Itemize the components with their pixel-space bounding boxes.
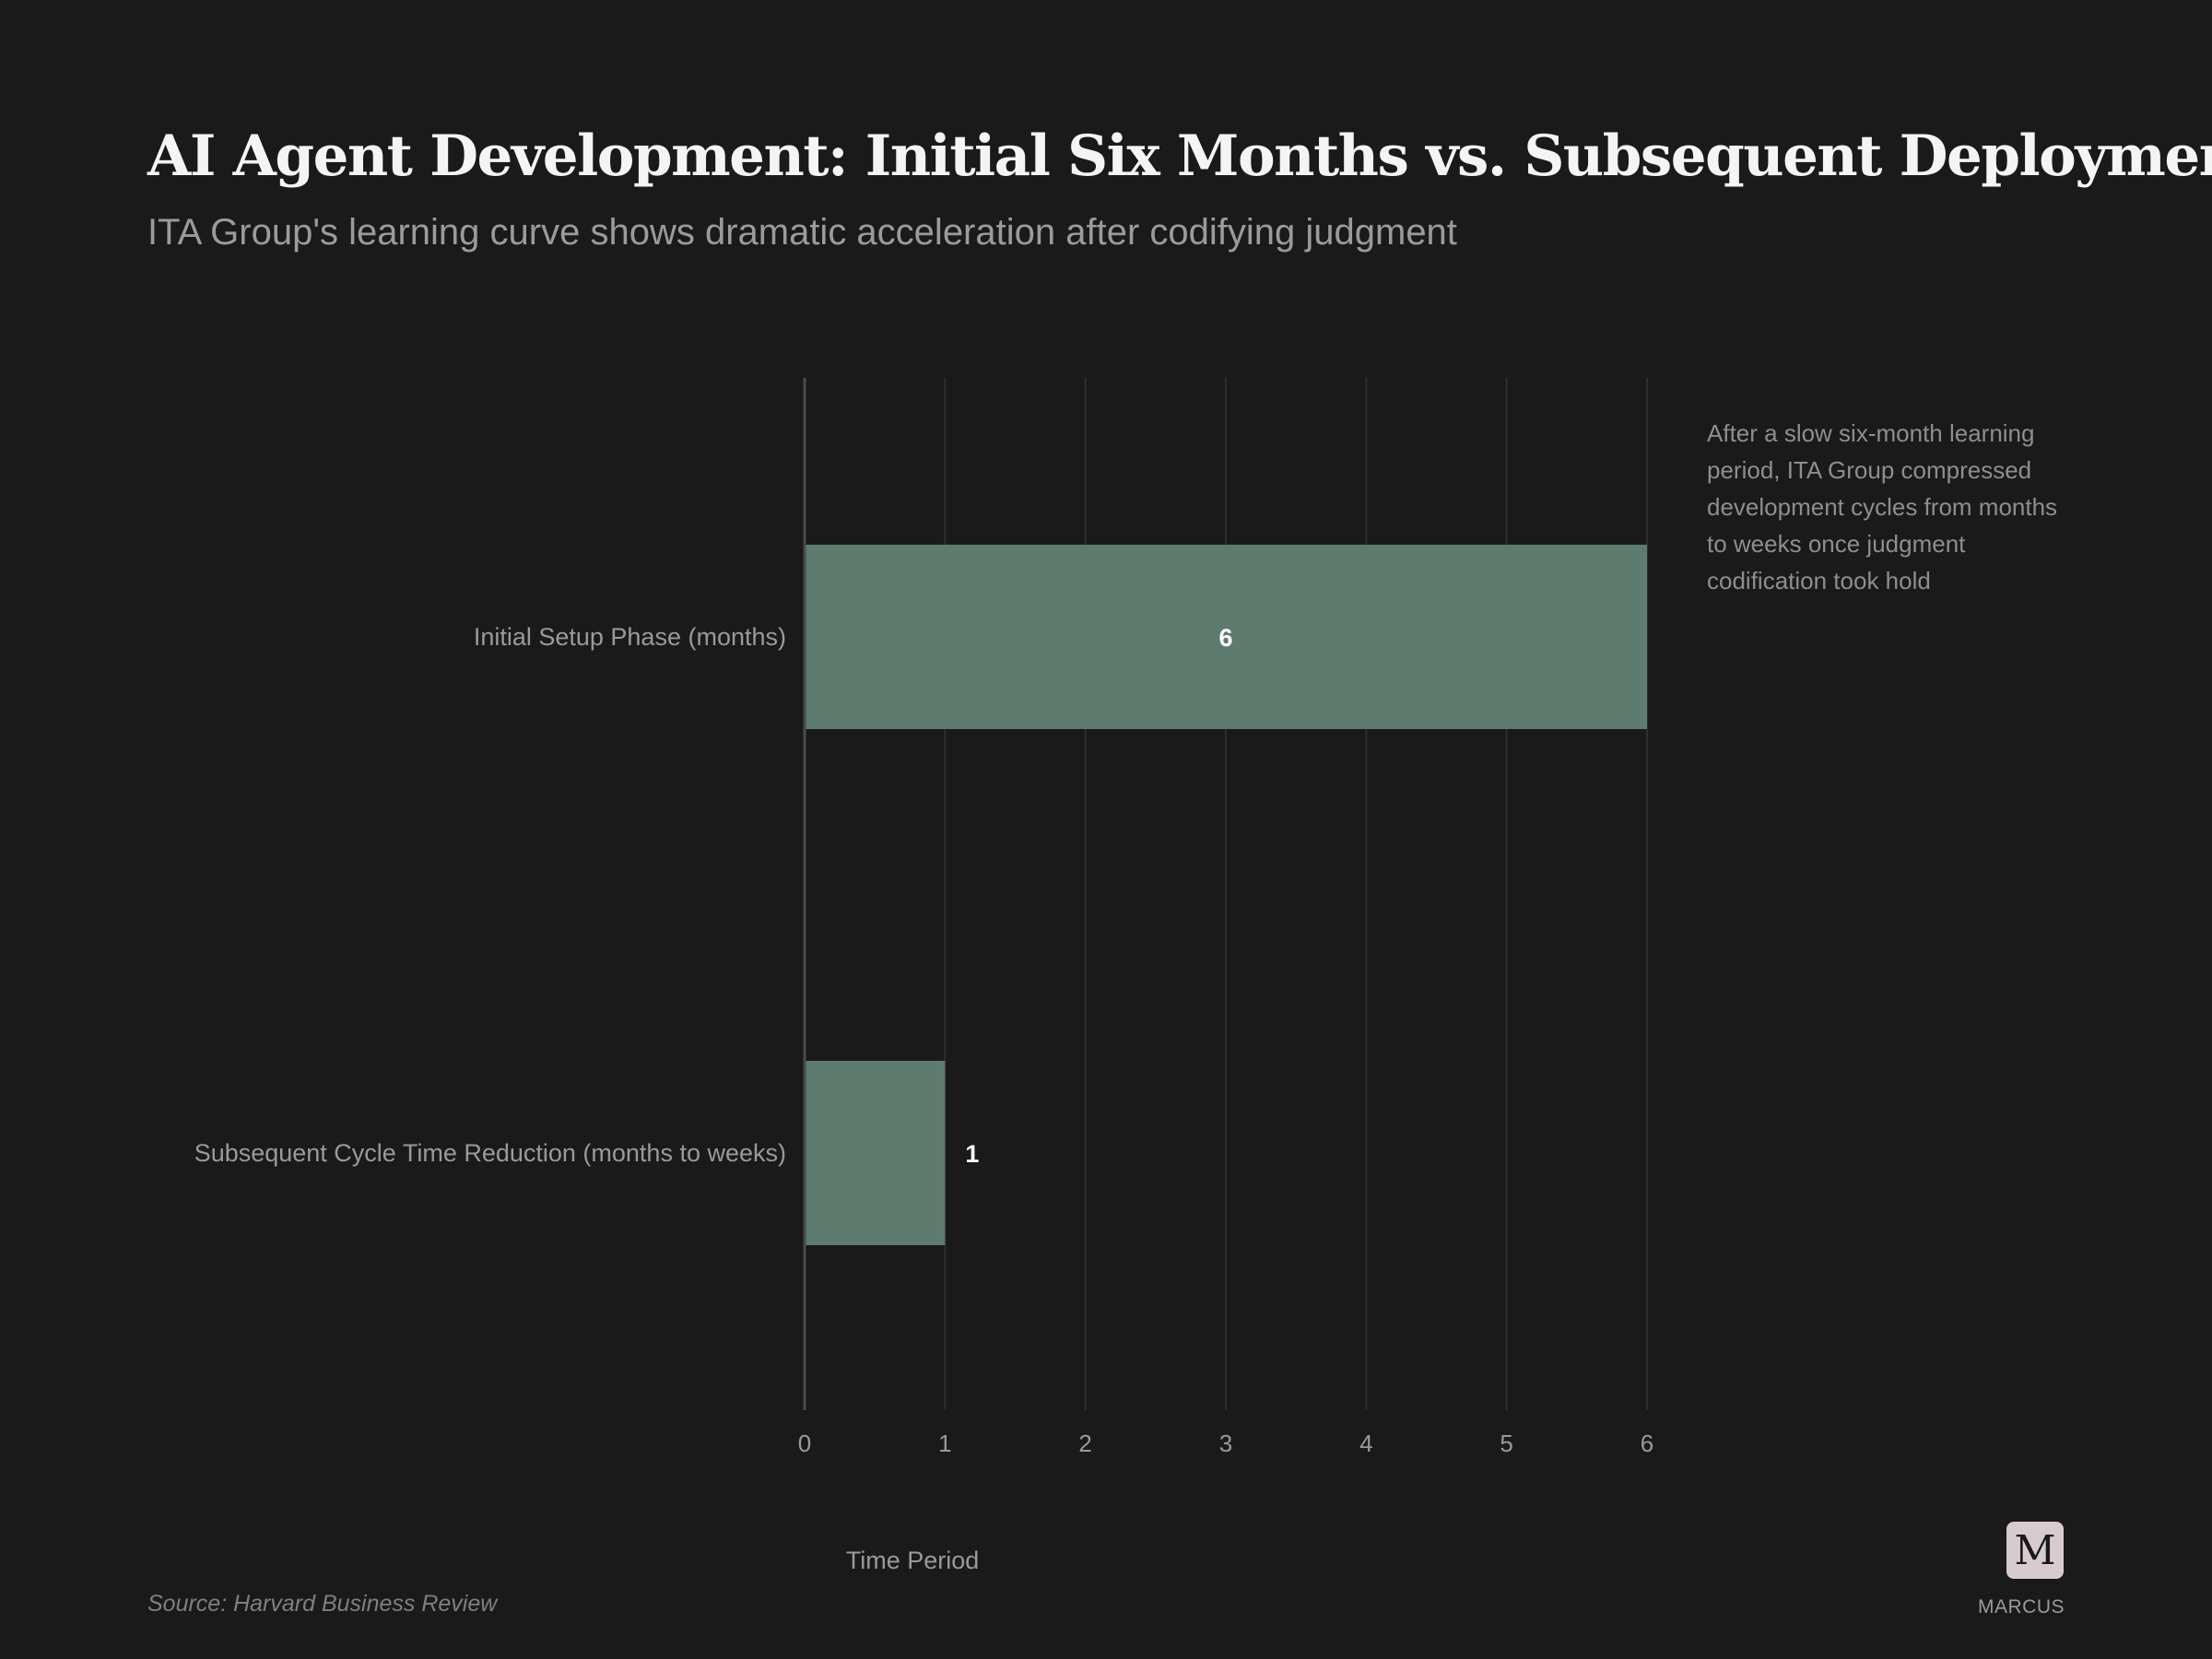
brand-name: MARCUS bbox=[1977, 1596, 2065, 1618]
brand-logo-icon: M bbox=[2006, 1522, 2064, 1579]
x-tick-label: 0 bbox=[798, 1430, 811, 1457]
x-tick-label: 5 bbox=[1500, 1430, 1512, 1457]
x-tick-label: 1 bbox=[938, 1430, 951, 1457]
gridlines bbox=[944, 378, 1648, 1410]
x-tick-label: 2 bbox=[1078, 1430, 1091, 1457]
x-tick-label: 3 bbox=[1219, 1430, 1232, 1457]
bar-value-label: 1 bbox=[965, 1140, 979, 1168]
x-tick-label: 4 bbox=[1359, 1430, 1372, 1457]
bar bbox=[805, 1061, 946, 1245]
source-note: Source: Harvard Business Review bbox=[147, 1591, 498, 1617]
labels: 0 1 2 3 4 5 6 Initial Setup Phase (months) 6 Subs… bbox=[194, 623, 1654, 1574]
y-category-label: Initial Setup Phase (months) bbox=[474, 623, 786, 651]
y-category-label: Subsequent Cycle Time Reduction (months … bbox=[194, 1139, 786, 1167]
bar-value-label: 6 bbox=[1218, 624, 1232, 652]
annotation-text: After a slow six-month learning period, … bbox=[1707, 419, 2058, 594]
x-tick-label: 6 bbox=[1641, 1430, 1653, 1457]
chart-title: AI Agent Development: Initial Six Months… bbox=[147, 124, 2212, 189]
x-axis-title: Time Period bbox=[846, 1547, 980, 1574]
bars bbox=[805, 545, 1647, 1245]
chart-subtitle: ITA Group's learning curve shows dramati… bbox=[147, 212, 1457, 253]
bar bbox=[805, 545, 1647, 729]
